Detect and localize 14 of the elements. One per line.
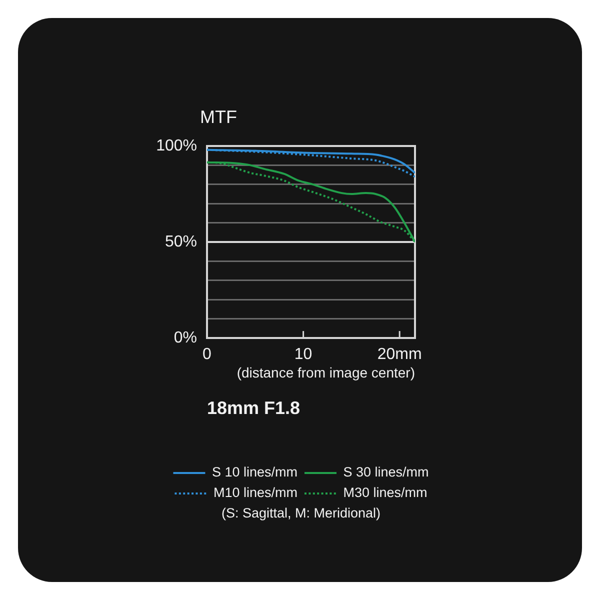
y-tick-label: 50% — [164, 233, 197, 250]
text: 18mm F1.8 — [207, 398, 300, 418]
legend-label: M30 lines/mm — [343, 485, 428, 500]
x-tick-label: 10 — [294, 346, 312, 364]
x-tick-label: 0 — [202, 346, 212, 364]
y-tick-label: 0% — [174, 329, 197, 346]
y-tick-label: 100% — [156, 137, 197, 154]
x-tick-label: 20mm — [377, 346, 422, 364]
x-axis-title: (distance from image center) — [236, 364, 415, 381]
legend-label: S 10 lines/mm — [212, 464, 298, 480]
y-axis-title: MTF — [200, 106, 237, 127]
legend-label: M10 lines/mm — [213, 485, 298, 500]
legend-label: S 30 lines/mm — [343, 464, 429, 480]
text: (S: Sagittal, M: Meridional) — [221, 506, 381, 521]
